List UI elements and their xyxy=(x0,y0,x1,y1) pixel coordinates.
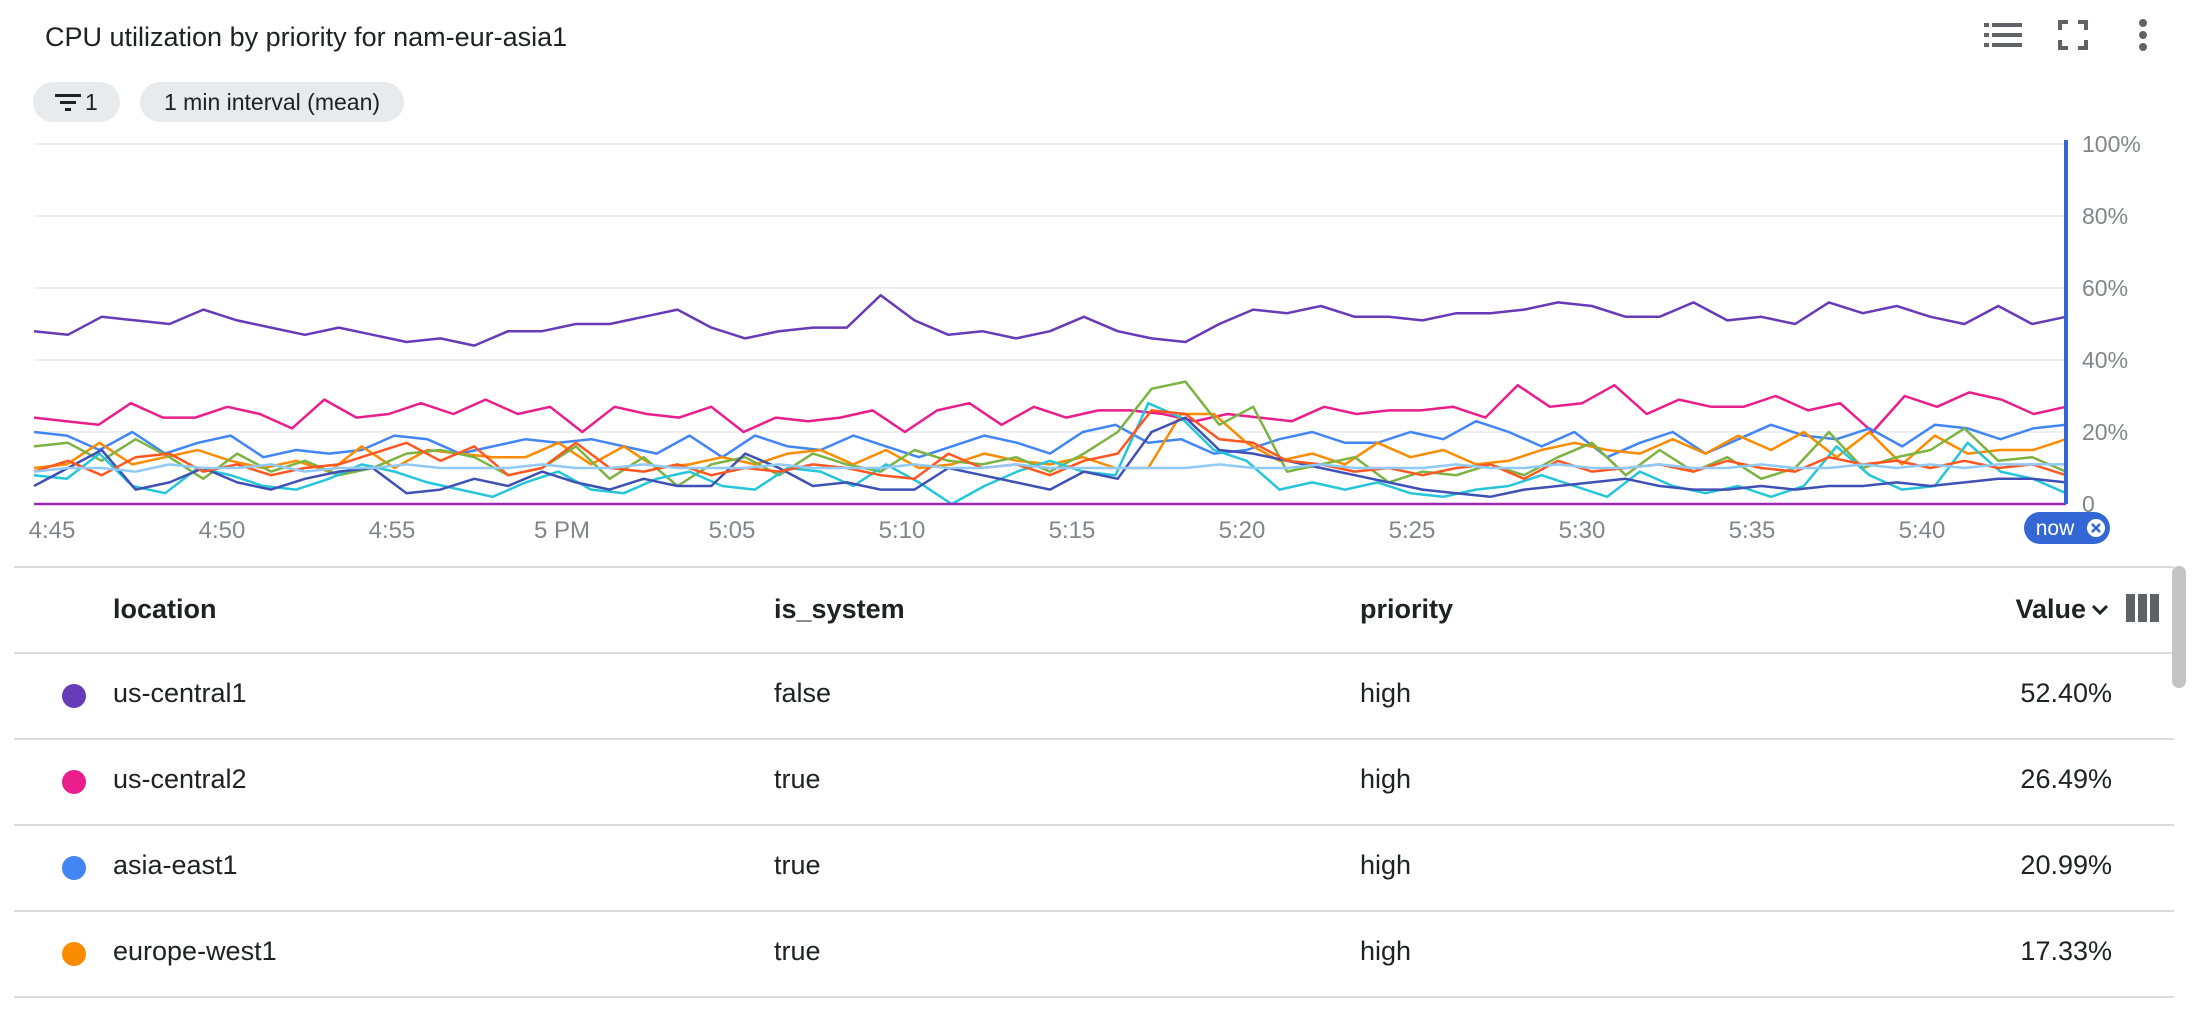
now-badge[interactable]: now xyxy=(2024,512,2110,544)
series-line-1 xyxy=(33,383,2067,434)
value-cell: 20.99% xyxy=(2020,850,2112,880)
series-line-3 xyxy=(33,412,2067,473)
col-is-system[interactable]: is_system xyxy=(774,594,905,624)
column-picker-icon[interactable] xyxy=(2126,594,2160,622)
x-tick-label: 5:30 xyxy=(1559,517,1606,544)
is-system-cell: true xyxy=(774,850,821,880)
series-color-dot xyxy=(62,942,86,966)
col-value-label: Value xyxy=(2015,594,2086,624)
col-priority[interactable]: priority xyxy=(1360,594,1454,624)
value-cell: 17.33% xyxy=(2020,936,2112,966)
priority-cell: high xyxy=(1360,764,1412,794)
sort-desc-icon xyxy=(2091,604,2109,615)
priority-cell: high xyxy=(1360,678,1412,708)
x-tick-label: 5:20 xyxy=(1219,517,1266,544)
x-tick-label: 5:35 xyxy=(1729,517,1776,544)
x-tick-label: 5:10 xyxy=(879,517,926,544)
x-tick-label: 5:15 xyxy=(1049,517,1096,544)
value-cell: 26.49% xyxy=(2020,764,2112,794)
series-color-dot xyxy=(62,684,86,708)
series-line-7 xyxy=(33,409,2067,481)
y-tick-label: 100% xyxy=(2082,131,2141,157)
table-row[interactable]: us-central1 false high 52.40% xyxy=(14,654,2174,740)
fullscreen-icon[interactable] xyxy=(2052,14,2094,56)
cpu-line-chart: 0 20% 40% 60% 80% 100% 4:45 4:50 4:55 5 PM 5:05 5:… xyxy=(29,131,2141,544)
y-tick-label: 0 xyxy=(2082,491,2095,517)
legend-table: location is_system priority Value us-cen… xyxy=(14,566,2174,998)
table-scrollbar[interactable] xyxy=(2172,566,2186,688)
table-row[interactable]: us-central2 true high 26.49% xyxy=(14,740,2174,826)
x-tick-label: 5:40 xyxy=(1899,517,1946,544)
table-row[interactable]: europe-west1 true high 17.33% xyxy=(14,912,2174,998)
series-line-4 xyxy=(33,380,2067,488)
series-line-0 xyxy=(33,293,2067,347)
chart-title: CPU utilization by priority for nam-eur-… xyxy=(45,22,568,52)
x-tick-label: 5:25 xyxy=(1389,517,1436,544)
priority-cell: high xyxy=(1360,850,1412,880)
y-axis-ticks: 0 20% 40% 60% 80% 100% xyxy=(2082,131,2141,517)
series-color-dot xyxy=(62,856,86,880)
chart-grid xyxy=(34,143,2066,505)
is-system-cell: true xyxy=(774,936,821,966)
y-tick-label: 20% xyxy=(2082,419,2128,445)
col-location[interactable]: location xyxy=(113,594,217,624)
chart-series xyxy=(33,293,2067,506)
table-body: us-central1 false high 52.40% us-central2 tru… xyxy=(14,654,2174,998)
filter-icon xyxy=(55,94,81,111)
col-value[interactable]: Value xyxy=(2015,594,2110,625)
x-axis-ticks: 4:45 4:50 4:55 5 PM 5:05 5:10 5:15 5:20 5:25 5:30… xyxy=(29,517,1946,544)
x-tick-label: 4:50 xyxy=(199,517,246,544)
y-tick-label: 40% xyxy=(2082,347,2128,373)
y-tick-label: 60% xyxy=(2082,275,2128,301)
is-system-cell: false xyxy=(774,678,832,708)
series-color-dot xyxy=(62,770,86,794)
location-cell: us-central2 xyxy=(113,764,247,794)
chart-toolbar xyxy=(1982,14,2164,56)
series-line-2 xyxy=(33,419,2067,459)
now-label: now xyxy=(2036,517,2075,540)
location-cell: us-central1 xyxy=(113,678,247,708)
value-cell: 52.40% xyxy=(2020,678,2112,708)
filter-count: 1 xyxy=(85,88,98,115)
series-line-8 xyxy=(33,463,2066,473)
x-tick-label: 5:05 xyxy=(709,517,756,544)
location-cell: europe-west1 xyxy=(113,936,277,966)
y-tick-label: 80% xyxy=(2082,203,2128,229)
table-row[interactable]: asia-east1 true high 20.99% xyxy=(14,826,2174,912)
more-vert-icon[interactable] xyxy=(2122,14,2164,56)
location-cell: asia-east1 xyxy=(113,850,238,880)
x-tick-label: 4:55 xyxy=(369,517,416,544)
priority-cell: high xyxy=(1360,936,1412,966)
x-tick-label: 5 PM xyxy=(534,517,590,544)
legend-list-icon[interactable] xyxy=(1982,14,2024,56)
filter-chip[interactable]: 1 xyxy=(33,82,120,122)
is-system-cell: true xyxy=(774,764,821,794)
x-tick-label: 4:45 xyxy=(29,517,76,544)
table-header: location is_system priority Value xyxy=(14,566,2174,654)
interval-chip[interactable]: 1 min interval (mean) xyxy=(140,82,405,122)
